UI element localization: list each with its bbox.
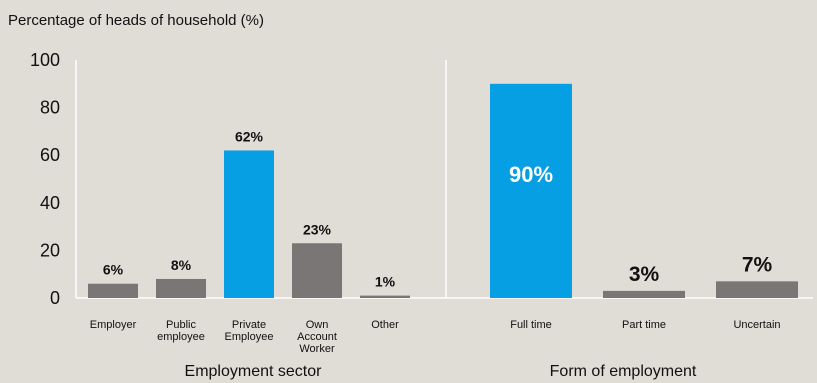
bar-1-0 <box>490 83 572 298</box>
bar-0-2 <box>224 150 274 298</box>
x-tick-label: Uncertain <box>733 319 780 331</box>
value-label: 3% <box>629 263 660 286</box>
value-label: 6% <box>103 262 124 278</box>
bar-0-1 <box>156 278 206 298</box>
y-tick-label: 40 <box>40 193 60 213</box>
value-label: 8% <box>171 257 192 273</box>
bar-0-4 <box>360 295 410 298</box>
y-tick-label: 80 <box>40 98 60 118</box>
bar-1-2 <box>716 281 798 298</box>
x-axis-group-label: Employment sector <box>185 363 323 380</box>
x-tick-label: Public employee <box>157 319 205 343</box>
value-label: 23% <box>303 221 332 237</box>
x-tick-label: Own Account Worker <box>297 319 337 355</box>
x-tick-label: Other <box>371 319 399 331</box>
y-tick-label: 100 <box>30 50 60 70</box>
x-tick-label: Employer <box>90 319 137 331</box>
bar-0-0 <box>88 283 138 298</box>
x-tick-label: Part time <box>622 319 666 331</box>
value-label: 1% <box>375 274 396 290</box>
value-label: 90% <box>509 162 553 187</box>
x-tick-label: Full time <box>510 319 552 331</box>
y-axis-title: Percentage of heads of household (%) <box>8 12 264 29</box>
value-label: 7% <box>742 253 773 276</box>
value-label: 62% <box>235 128 264 144</box>
y-tick-label: 60 <box>40 145 60 165</box>
y-tick-label: 20 <box>40 240 60 260</box>
bar-1-1 <box>603 290 685 298</box>
x-tick-label: Private Employee <box>225 319 274 343</box>
bar-0-3 <box>292 243 342 298</box>
x-axis-group-label: Form of employment <box>550 363 697 380</box>
y-tick-label: 0 <box>50 288 60 308</box>
